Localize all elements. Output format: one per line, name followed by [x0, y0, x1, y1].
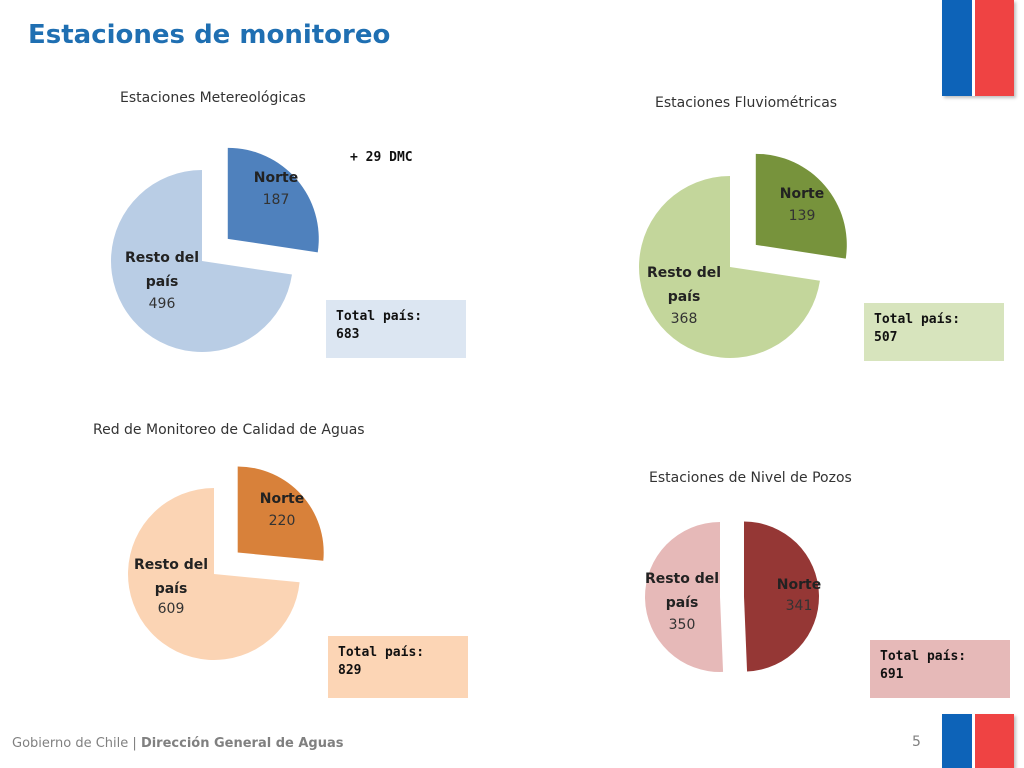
- chart-title: Estaciones Fluviométricas: [655, 95, 838, 111]
- total-label: Total país:: [874, 312, 961, 327]
- footer-org: Gobierno de Chile: [12, 736, 129, 751]
- pie-chart-svg: [645, 521, 819, 672]
- page-title: Estaciones de monitoreo: [28, 20, 391, 50]
- total-box: Total país: 683: [326, 300, 466, 358]
- slice-label-resto: Resto del país: [646, 265, 722, 305]
- total-box: Total país: 691: [870, 640, 1010, 698]
- footer-dept: Dirección General de Aguas: [140, 736, 344, 751]
- chart-note: + 29 DMC: [350, 150, 413, 165]
- pie-slice-norte: [237, 466, 324, 561]
- pie-chart-svg: [127, 466, 324, 660]
- chart-nivel-pozos: Estaciones de Nivel de Pozos Norte 341 R…: [512, 412, 1024, 742]
- total-value: 507: [874, 330, 898, 345]
- total-value: 683: [336, 327, 360, 342]
- chart-title: Estaciones de Nivel de Pozos: [649, 470, 852, 486]
- pie-slice-resto: [110, 170, 292, 352]
- pie-chart-svg: [639, 153, 847, 358]
- slice-value-norte: 341: [785, 598, 813, 614]
- total-label: Total país:: [880, 649, 967, 664]
- slice-value-resto: 609: [157, 601, 185, 617]
- slice-value-resto: 350: [668, 617, 696, 633]
- page-number: 5: [912, 734, 921, 750]
- total-label: Total país:: [336, 309, 423, 324]
- chile-flag-logo: [942, 0, 1014, 96]
- total-value: 691: [880, 667, 904, 682]
- slice-label-norte: Norte: [776, 577, 822, 593]
- pie-slice-resto: [639, 176, 820, 358]
- total-value: 829: [338, 663, 362, 678]
- footer-separator: |: [132, 736, 137, 751]
- slice-value-norte: 187: [262, 192, 290, 208]
- chile-flag-logo-footer: [942, 714, 1014, 768]
- slice-value-norte: 139: [788, 208, 816, 224]
- slice-value-resto: 496: [148, 296, 176, 312]
- slice-label-resto: Resto del país: [124, 250, 200, 290]
- chart-calidad-aguas: Red de Monitoreo de Calidad de Aguas Nor…: [0, 412, 512, 742]
- chart-metereologicas: Estaciones Metereológicas Norte 187 Rest…: [0, 80, 512, 410]
- slice-value-resto: 368: [670, 311, 698, 327]
- total-label: Total país:: [338, 645, 425, 660]
- slice-label-norte: Norte: [779, 186, 825, 202]
- pie-slice-norte: [755, 153, 847, 259]
- pie-chart-svg: [110, 147, 319, 352]
- total-box: Total país: 829: [328, 636, 468, 698]
- chart-fluviometricas: Estaciones Fluviométricas Norte 139 Rest…: [512, 80, 1024, 410]
- slice-label-resto: Resto del país: [133, 557, 209, 597]
- slice-value-norte: 220: [268, 513, 296, 529]
- pie-slice-norte: [743, 521, 819, 672]
- pie-slice-norte: [227, 147, 319, 253]
- chart-title: Red de Monitoreo de Calidad de Aguas: [93, 422, 365, 438]
- slice-label-norte: Norte: [259, 491, 305, 507]
- pie-slice-resto: [645, 522, 724, 672]
- pie-slice-resto: [127, 488, 300, 660]
- chart-title: Estaciones Metereológicas: [120, 90, 306, 106]
- total-box: Total país: 507: [864, 303, 1004, 361]
- footer: Gobierno de Chile | Dirección General de…: [12, 736, 344, 751]
- slice-label-norte: Norte: [253, 170, 299, 186]
- slice-label-resto: Resto del país: [644, 571, 720, 611]
